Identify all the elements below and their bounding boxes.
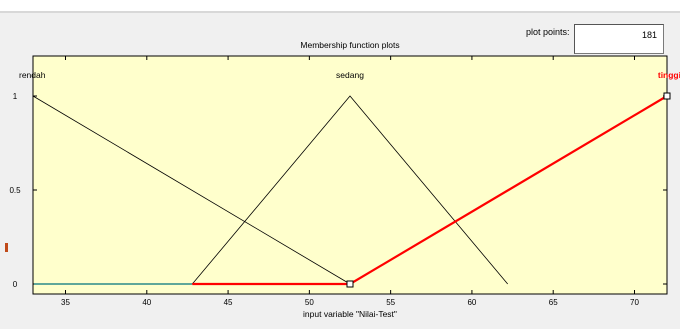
- x-tick-label: 70: [630, 298, 639, 307]
- top-strip: [0, 0, 680, 13]
- vertex-handle[interactable]: [346, 280, 354, 288]
- plot-points-input[interactable]: 181: [574, 24, 664, 54]
- y-tick-label: 0.5: [9, 186, 21, 195]
- x-tick-label: 65: [549, 298, 558, 307]
- vertex-handle[interactable]: [663, 92, 671, 100]
- side-marker: [5, 243, 8, 252]
- x-tick-label: 45: [224, 298, 233, 307]
- chart-title: Membership function plots: [300, 40, 399, 50]
- mf-line-rendah[interactable]: [32, 95, 351, 285]
- y-tick-label: 1: [13, 92, 18, 101]
- x-tick-label: 40: [142, 298, 151, 307]
- plot-area[interactable]: [32, 55, 668, 295]
- mf-label-sedang: sedang: [336, 70, 364, 80]
- y-tick-label: 0: [13, 280, 18, 289]
- plot-points-label: plot points:: [526, 27, 570, 37]
- x-tick-label: 50: [305, 298, 314, 307]
- x-tick-label: 60: [467, 298, 476, 307]
- mf-label-tinggi: tinggi: [658, 70, 680, 80]
- x-tick-label: 35: [61, 298, 70, 307]
- mf-label-rendah: rendah: [19, 70, 46, 80]
- x-axis-label: input variable "Nilai-Test": [303, 309, 397, 319]
- x-tick-label: 55: [386, 298, 395, 307]
